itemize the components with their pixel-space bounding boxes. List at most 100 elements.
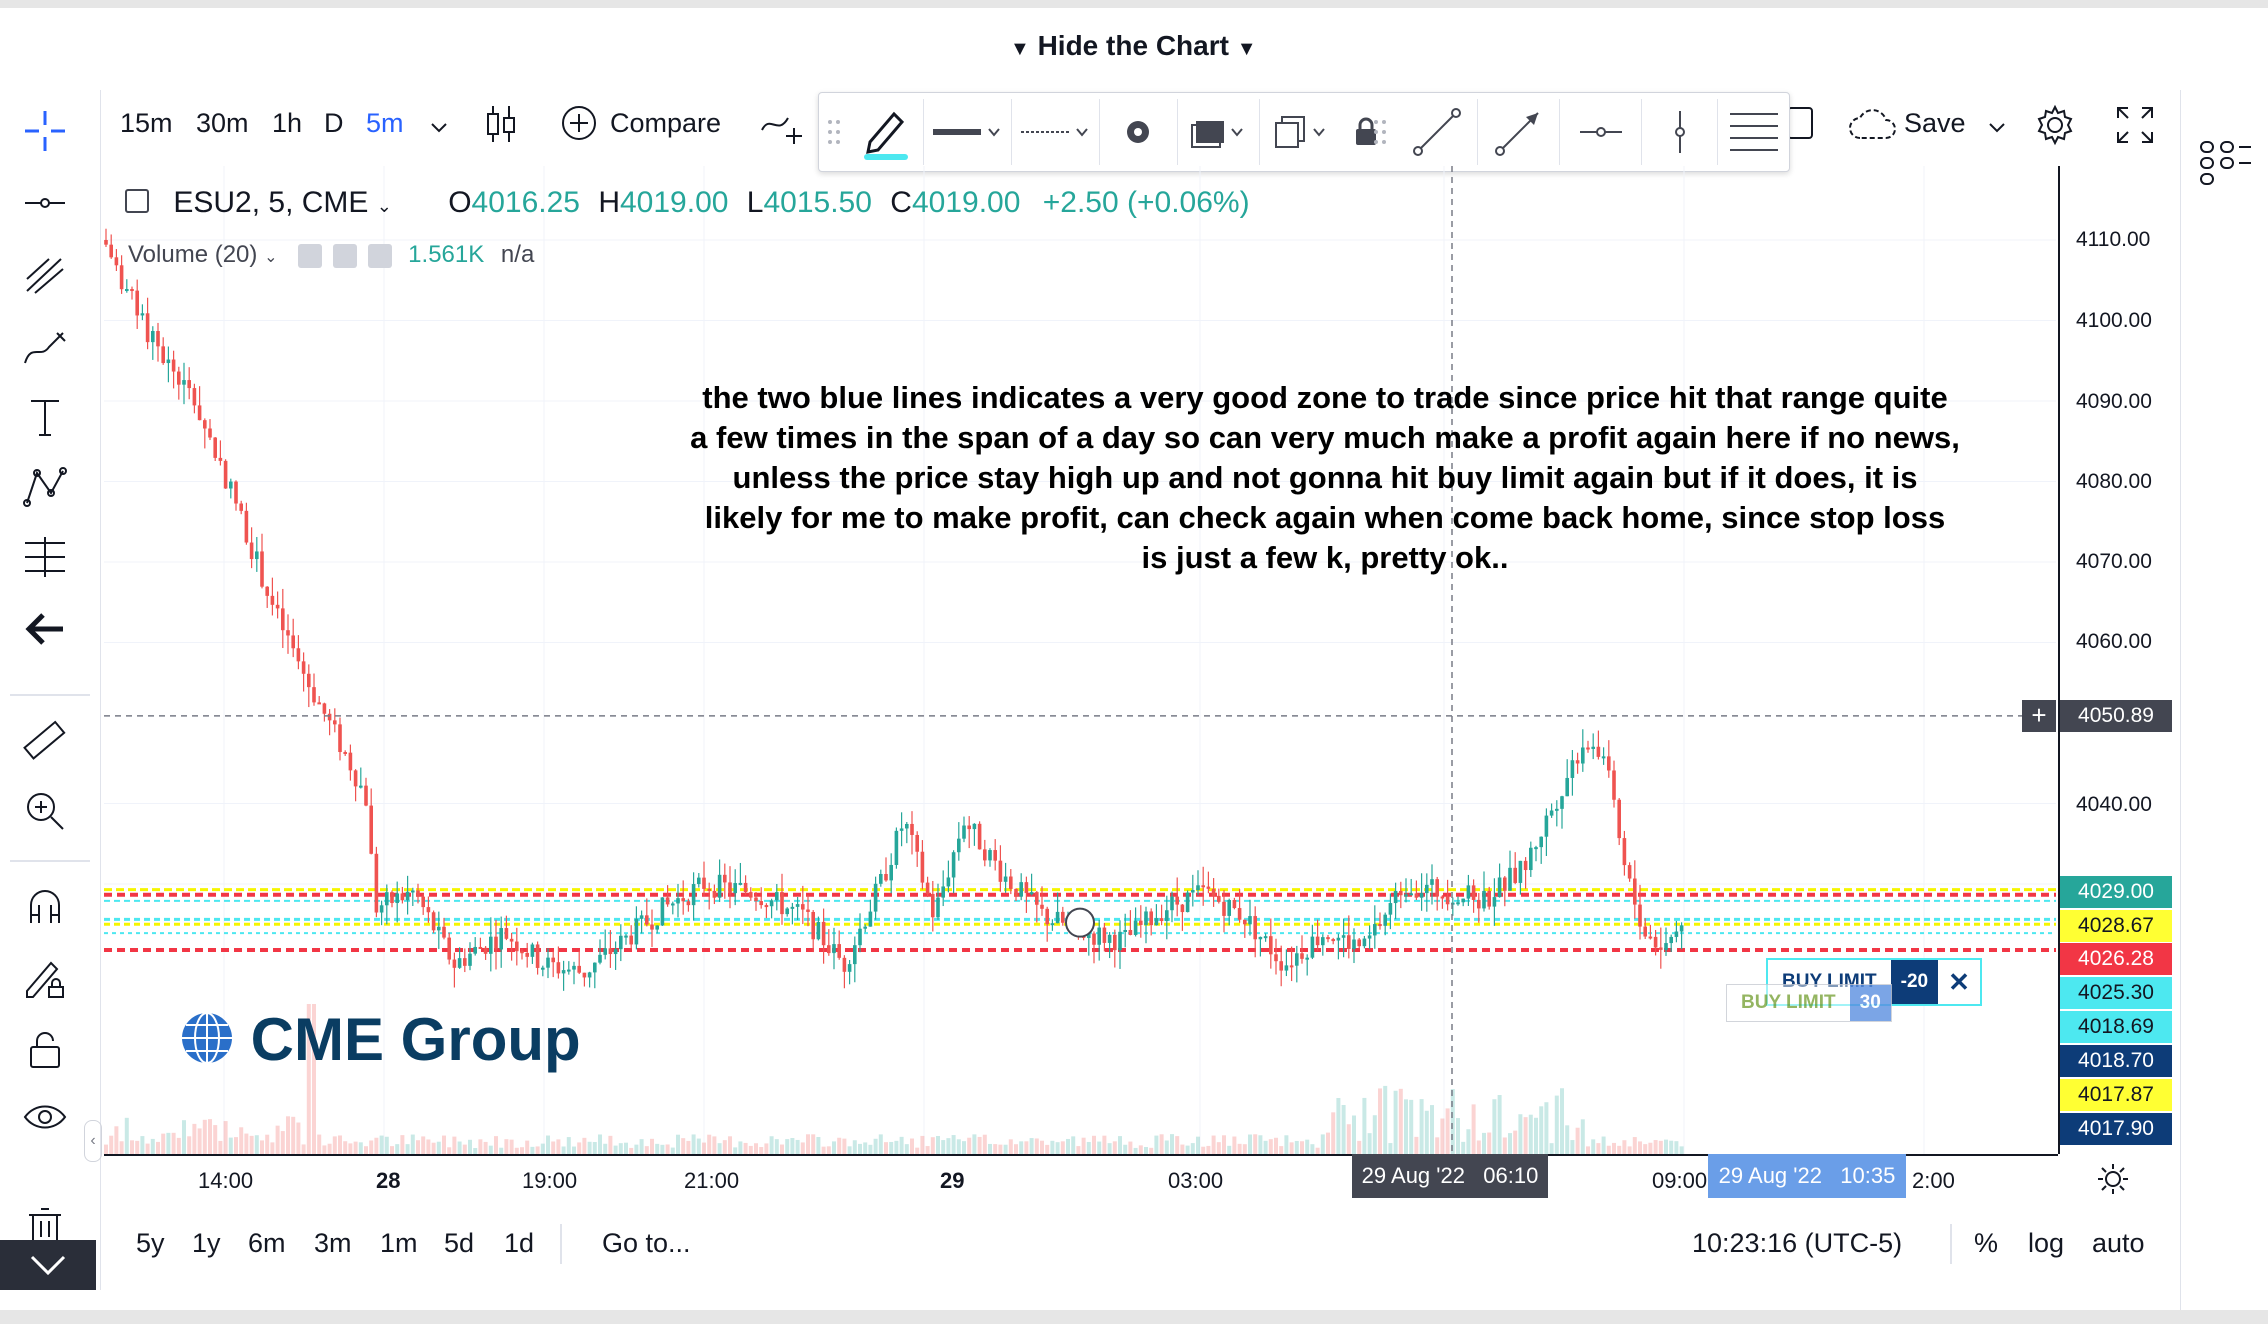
brush-tool-icon[interactable] [18, 320, 72, 374]
watchlist-icon[interactable] [2199, 138, 2251, 193]
crosshair-tool-icon[interactable] [18, 104, 72, 158]
settings-icon[interactable] [332, 243, 357, 268]
collapse-toolbar-button[interactable] [0, 1240, 96, 1290]
candle-body [437, 926, 441, 931]
lock-pencil-icon[interactable] [18, 952, 72, 1006]
candlestick-chart[interactable] [104, 166, 2056, 1154]
candle-body [1352, 939, 1356, 949]
candle-body [795, 904, 800, 907]
visibility-layers-icon[interactable] [1181, 93, 1257, 171]
hide-chart-toggle[interactable]: ▼ Hide the Chart ▼ [1010, 30, 1257, 62]
clock[interactable]: 10:23:16 (UTC-5) [1692, 1228, 1903, 1258]
candle-body [411, 890, 415, 893]
volume-bar [795, 1139, 800, 1154]
drag-handle-icon[interactable] [819, 93, 849, 171]
trash-icon[interactable] [18, 1198, 72, 1252]
chevron-down-icon[interactable]: ⌄ [376, 196, 392, 216]
compare-plus-icon[interactable] [560, 104, 598, 149]
interval-5m[interactable]: 5m [366, 108, 404, 138]
candle-body [1669, 936, 1673, 944]
range-1y[interactable]: 1y [192, 1228, 221, 1258]
compare-button[interactable]: Compare [610, 108, 722, 138]
volume-bar [592, 1141, 597, 1154]
trend-line-icon[interactable] [1399, 93, 1475, 171]
drawing-settings-gear-icon[interactable] [1103, 93, 1173, 171]
remove-icon[interactable] [367, 243, 392, 268]
horizontal-ray-icon[interactable] [1563, 93, 1639, 171]
cloud-save-icon[interactable] [1848, 106, 1898, 149]
candle-body [738, 882, 743, 885]
time-axis[interactable] [104, 1154, 2058, 1206]
candle-body [421, 896, 425, 908]
arrow-line-icon[interactable] [1481, 93, 1557, 171]
horizontal-line-tool-icon[interactable] [18, 176, 72, 230]
crosshair-plus-icon: + [2022, 700, 2056, 732]
eye-icon[interactable] [18, 1090, 72, 1144]
vertical-line-icon[interactable] [1645, 93, 1715, 171]
volume-bar [1367, 1133, 1372, 1154]
save-button[interactable]: Save [1904, 108, 1966, 138]
fullscreen-icon[interactable] [2116, 106, 2154, 151]
interval-d[interactable]: D [324, 108, 344, 138]
fib-levels-icon[interactable] [1721, 93, 1787, 171]
clone-icon[interactable] [1263, 93, 1339, 171]
collapse-legend-icon[interactable] [125, 189, 149, 214]
settings-gear-icon[interactable] [2034, 104, 2076, 153]
candle-body [343, 752, 347, 755]
lock-icon[interactable] [18, 1022, 72, 1076]
volume-bar [956, 1139, 961, 1154]
buy-limit-order-2[interactable]: BUY LIMIT 30 [1726, 984, 1892, 1022]
chart-text-annotation[interactable]: the two blue lines indicates a very good… [690, 380, 1960, 575]
range-1m[interactable]: 1m [380, 1228, 418, 1258]
auto-toggle[interactable]: auto [2092, 1228, 2145, 1258]
back-arrow-icon[interactable] [18, 602, 72, 656]
magnet-icon[interactable] [18, 880, 72, 934]
symbol-name[interactable]: ESU2, 5, CME [173, 186, 369, 219]
volume-bar [192, 1123, 197, 1154]
prediction-tool-icon[interactable] [18, 530, 72, 584]
drag-handle-icon[interactable] [1365, 93, 1395, 171]
indicators-icon[interactable] [760, 106, 808, 153]
chevron-down-icon[interactable] [430, 110, 448, 141]
candle-body [1399, 890, 1403, 896]
candle-body [291, 635, 295, 649]
range-1d[interactable]: 1d [504, 1228, 535, 1258]
candle-body [1341, 935, 1346, 938]
ruler-icon[interactable] [18, 714, 72, 768]
volume-bar [598, 1134, 602, 1154]
candle-body [1217, 895, 1221, 902]
pattern-tool-icon[interactable] [18, 460, 72, 514]
trend-tools-icon[interactable] [18, 248, 72, 302]
volume-bar [1653, 1140, 1658, 1154]
volume-bar [1279, 1146, 1284, 1154]
chevron-down-icon[interactable]: ⌄ [264, 249, 278, 266]
line-width-icon[interactable] [927, 93, 1007, 171]
chevron-down-icon[interactable] [1988, 110, 2006, 141]
time-tick: 03:00 [1168, 1168, 1224, 1193]
goto-button[interactable]: Go to... [602, 1228, 691, 1258]
line-style-icon[interactable] [1015, 93, 1095, 171]
visibility-icon[interactable] [298, 243, 323, 268]
candles-icon[interactable] [484, 104, 518, 151]
range-5d[interactable]: 5d [444, 1228, 475, 1258]
range-5y[interactable]: 5y [136, 1228, 165, 1258]
lock-icon[interactable] [1341, 93, 1391, 171]
volume-bar [1289, 1142, 1294, 1154]
rectangle-icon[interactable] [1786, 106, 1816, 147]
text-tool-icon[interactable] [18, 390, 72, 444]
time-axis-settings-icon[interactable] [2096, 1162, 2130, 1201]
price-axis[interactable] [2058, 166, 2180, 1154]
scroll-left-icon[interactable]: ‹ [84, 1120, 102, 1162]
interval-1h[interactable]: 1h [272, 108, 303, 138]
percent-toggle[interactable]: % [1974, 1228, 1999, 1258]
range-6m[interactable]: 6m [248, 1228, 286, 1258]
range-3m[interactable]: 3m [314, 1228, 352, 1258]
volume-label[interactable]: Volume (20) [128, 241, 258, 268]
interval-15m[interactable]: 15m [120, 108, 173, 138]
log-toggle[interactable]: log [2028, 1228, 2065, 1258]
close-icon[interactable]: ✕ [1948, 966, 1970, 997]
line-color-icon[interactable] [851, 93, 921, 171]
interval-30m[interactable]: 30m [196, 108, 249, 138]
crosshair-time-label: 29 Aug '22 06:10 [1352, 1154, 1548, 1198]
zoom-in-icon[interactable] [18, 784, 72, 838]
